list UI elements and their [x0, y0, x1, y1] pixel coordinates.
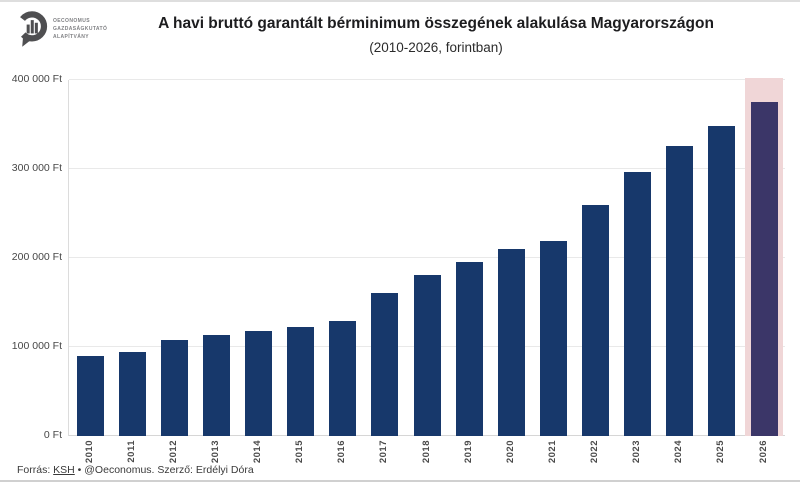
- x-label-2023: 2023: [631, 440, 643, 464]
- bar-2016: [329, 321, 357, 436]
- y-tick-100000: 100 000 Ft: [11, 340, 62, 352]
- x-label-2010: 2010: [83, 440, 95, 464]
- x-label-2020: 2020: [504, 440, 516, 464]
- gridline-400000: [69, 79, 785, 80]
- source-link-ksh[interactable]: KSH: [53, 464, 75, 476]
- bar-slot-2018: [406, 80, 448, 436]
- x-cell-2024: 2024: [658, 440, 700, 468]
- bar-slot-2013: [195, 80, 237, 436]
- x-label-2012: 2012: [167, 440, 179, 464]
- x-cell-2017: 2017: [363, 440, 405, 468]
- y-tick-400000: 400 000 Ft: [11, 73, 62, 85]
- logo-line-1: OECONOMUS: [53, 17, 90, 24]
- bar-slot-2011: [111, 80, 153, 436]
- oeconomus-logo-icon: [16, 11, 48, 47]
- bar-slot-2017: [364, 80, 406, 436]
- x-label-2014: 2014: [252, 440, 264, 464]
- bar-2021: [539, 241, 567, 436]
- bar-2018: [413, 275, 441, 436]
- bar-2026: [750, 102, 778, 436]
- bar-slot-2025: [701, 80, 743, 436]
- source-prefix: Forrás:: [17, 464, 54, 476]
- x-label-2016: 2016: [336, 440, 348, 464]
- bar-2025: [708, 125, 736, 436]
- top-border: [0, 0, 800, 2]
- chart-subtitle: (2010-2026, forintban): [369, 40, 503, 56]
- logo-line-2: GAZDASÁGKUTATÓ: [53, 25, 108, 32]
- bar-2024: [666, 145, 694, 436]
- x-label-2025: 2025: [715, 440, 727, 464]
- bar-2019: [455, 262, 483, 436]
- bar-slot-2010: [69, 80, 111, 436]
- gridline-200000: [69, 257, 785, 258]
- x-cell-2025: 2025: [700, 440, 742, 468]
- x-label-2021: 2021: [546, 440, 558, 464]
- credit-text: • @Oeconomus. Szerző: Erdélyi Dóra: [74, 464, 254, 476]
- logo-line-3: ALAPÍTVÁNY: [53, 34, 89, 41]
- bar-slot-2019: [448, 80, 490, 436]
- bar-2014: [245, 330, 273, 436]
- y-axis: 0 Ft 100 000 Ft 200 000 Ft 300 000 Ft 400 00…: [0, 73, 62, 441]
- bar-2013: [202, 334, 230, 436]
- x-label-2011: 2011: [125, 440, 137, 463]
- gridline-300000: [69, 168, 785, 169]
- bar-slot-2021: [532, 80, 574, 436]
- bar-slot-2012: [153, 80, 195, 436]
- x-label-2018: 2018: [420, 440, 432, 464]
- plot-area: [68, 78, 785, 436]
- x-label-2024: 2024: [673, 440, 685, 464]
- bar-slot-2015: [280, 80, 322, 436]
- x-cell-2018: 2018: [405, 440, 447, 468]
- x-label-2015: 2015: [294, 440, 306, 464]
- bar-slot-2024: [659, 80, 701, 436]
- bar-slot-2022: [575, 80, 617, 436]
- x-label-2019: 2019: [462, 440, 474, 464]
- x-label-2017: 2017: [378, 440, 390, 464]
- bar-slot-2026: [743, 78, 785, 436]
- chart-title: A havi bruttó garantált bérminimum össze…: [158, 15, 714, 32]
- bar-2012: [160, 339, 188, 436]
- x-label-2026: 2026: [757, 440, 769, 464]
- x-cell-2016: 2016: [321, 440, 363, 468]
- bar-slot-2020: [490, 80, 532, 436]
- x-label-2022: 2022: [589, 440, 601, 464]
- bar-2011: [118, 352, 146, 436]
- oeconomus-logo-text: OECONOMUS GAZDASÁGKUTATÓ ALAPÍTVÁNY: [53, 17, 107, 42]
- oeconomus-logo: OECONOMUS GAZDASÁGKUTATÓ ALAPÍTVÁNY: [16, 10, 107, 48]
- chart-header: A havi bruttó garantált bérminimum össze…: [84, 14, 788, 55]
- y-tick-300000: 300 000 Ft: [11, 162, 62, 174]
- bar-2017: [371, 292, 399, 436]
- bar-2023: [624, 172, 652, 436]
- bar-2010: [76, 356, 104, 436]
- x-cell-2015: 2015: [279, 440, 321, 468]
- bar-2015: [287, 327, 315, 436]
- bar-2020: [497, 248, 525, 436]
- x-cell-2020: 2020: [489, 440, 531, 468]
- x-cell-2019: 2019: [447, 440, 489, 468]
- x-cell-2023: 2023: [616, 440, 658, 468]
- x-cell-2021: 2021: [531, 440, 573, 468]
- x-cell-2026: 2026: [742, 440, 784, 468]
- y-tick-200000: 200 000 Ft: [11, 251, 62, 263]
- bar-2022: [582, 204, 610, 436]
- y-tick-0: 0 Ft: [43, 429, 62, 441]
- bars-container: [69, 78, 785, 436]
- x-label-2013: 2013: [209, 440, 221, 464]
- bottom-border: [0, 480, 800, 482]
- x-cell-2022: 2022: [574, 440, 616, 468]
- bar-slot-2016: [322, 80, 364, 436]
- bar-slot-2023: [617, 80, 659, 436]
- bar-slot-2014: [238, 80, 280, 436]
- source-line: Forrás: KSH • @Oeconomus. Szerző: Erdély…: [17, 464, 254, 476]
